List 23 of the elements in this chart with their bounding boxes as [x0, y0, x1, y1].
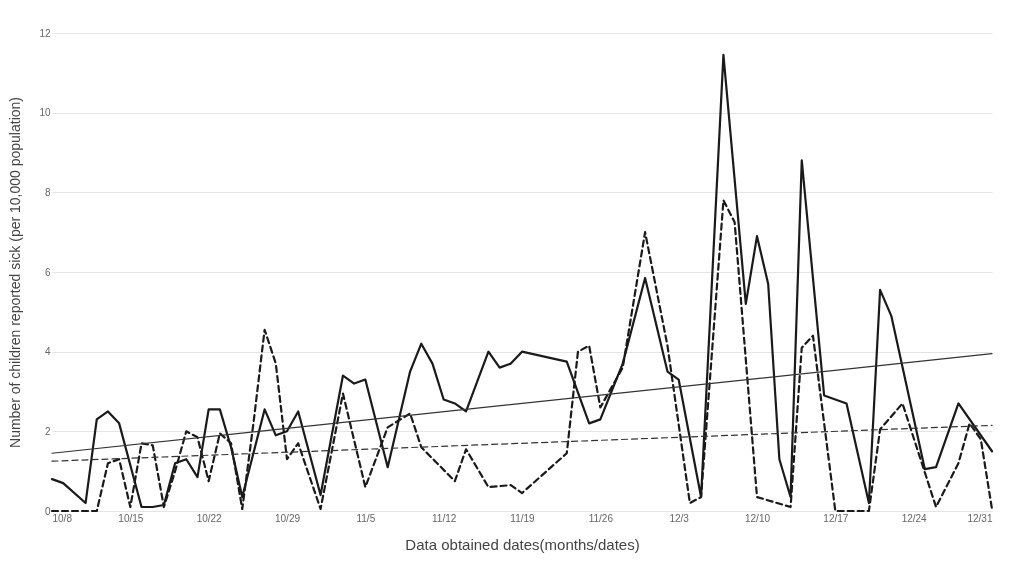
y-tick-label: 8 [44, 186, 51, 198]
x-tick-label: 12/3 [669, 512, 690, 524]
x-tick-label: 11/5 [356, 512, 376, 524]
y-tick-label: 0 [44, 505, 51, 517]
x-tick-label: 11/12 [432, 512, 457, 524]
y-tick-label: 4 [44, 346, 51, 358]
y-tick-label: 6 [44, 266, 51, 278]
x-tick-label: 12/31 [967, 512, 993, 524]
x-tick-label: 11/19 [510, 512, 536, 524]
x-tick-label: 12/10 [744, 512, 771, 524]
x-tick-label: 10/22 [196, 512, 223, 524]
x-tick-label: 10/8 [52, 512, 73, 524]
x-tick-label: 10/15 [118, 512, 144, 524]
line-series [50, 53, 994, 509]
y-tick-label: 10 [39, 107, 51, 119]
x-tick-label: 10/29 [274, 512, 301, 524]
y-tick-label: 12 [39, 27, 51, 39]
x-axis-title: Data obtained dates(months/dates) [405, 535, 640, 553]
y-axis-title: Number of children reported sick (per 10,000 population) [7, 97, 24, 448]
x-tick-label: 12/17 [823, 512, 849, 524]
x-tick-label: 12/24 [901, 512, 928, 524]
y-tick-label: 2 [44, 425, 51, 437]
x-tick-label: 11/26 [588, 512, 614, 524]
